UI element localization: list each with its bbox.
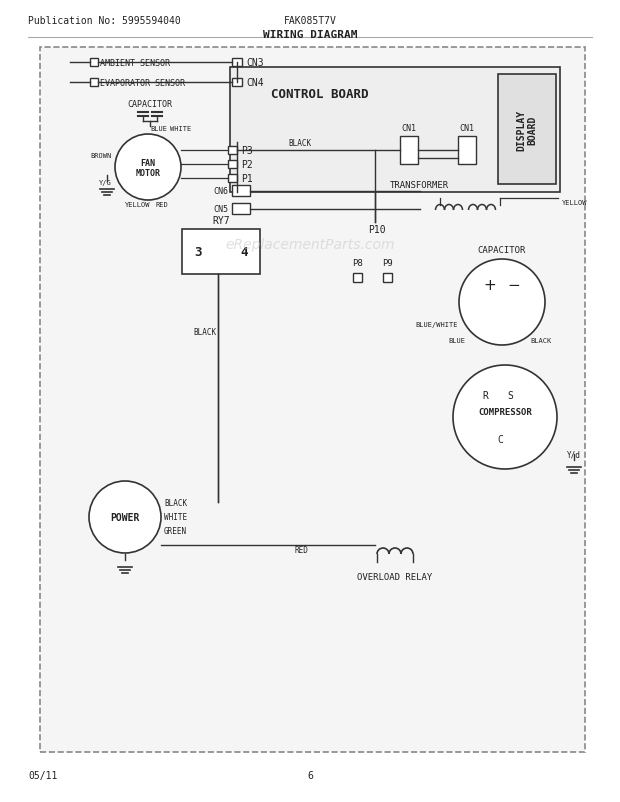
Bar: [458, 137, 476, 164]
Text: P9: P9: [383, 259, 393, 268]
Text: Publication No: 5995594040: Publication No: 5995594040: [28, 16, 181, 26]
Text: CN1: CN1: [459, 124, 474, 133]
Text: BLACK: BLACK: [288, 139, 312, 148]
Text: 4: 4: [240, 245, 248, 259]
Text: BROWN: BROWN: [91, 153, 112, 159]
Text: C: C: [497, 435, 503, 444]
Text: P2: P2: [241, 160, 253, 170]
Text: BLACK: BLACK: [164, 499, 187, 508]
Text: AMBIENT SENSOR: AMBIENT SENSOR: [100, 59, 170, 67]
Circle shape: [459, 260, 545, 346]
Text: EVAPORATOR SENSOR: EVAPORATOR SENSOR: [100, 79, 185, 87]
Bar: [232, 186, 250, 196]
Text: P10: P10: [368, 225, 386, 235]
Text: GREEN: GREEN: [164, 527, 187, 536]
Text: OVERLOAD RELAY: OVERLOAD RELAY: [357, 573, 433, 581]
Bar: [90, 59, 98, 67]
Circle shape: [89, 481, 161, 553]
Text: CN4: CN4: [246, 78, 264, 88]
Text: TRANSFORMER: TRANSFORMER: [390, 180, 449, 190]
Text: 3: 3: [194, 245, 202, 259]
Text: DISPLAY
BOARD: DISPLAY BOARD: [516, 109, 538, 151]
Bar: [232, 59, 242, 67]
Text: P8: P8: [353, 259, 363, 268]
Bar: [232, 79, 242, 87]
Text: R: R: [482, 391, 488, 400]
Text: COMPRESSOR: COMPRESSOR: [478, 408, 532, 417]
Text: WHITE: WHITE: [164, 512, 187, 522]
Bar: [228, 175, 237, 183]
Text: WIRING DIAGRAM: WIRING DIAGRAM: [263, 30, 357, 40]
Bar: [40, 48, 585, 752]
Text: P3: P3: [241, 146, 253, 156]
Text: CONTROL BOARD: CONTROL BOARD: [271, 88, 369, 101]
Text: P1: P1: [241, 174, 253, 184]
Text: BLUE: BLUE: [448, 338, 465, 343]
Bar: [400, 137, 418, 164]
Text: YELLOW: YELLOW: [125, 202, 151, 208]
Bar: [230, 68, 560, 192]
Text: CN5: CN5: [213, 205, 228, 214]
Bar: [228, 147, 237, 155]
Text: YELLOW: YELLOW: [562, 200, 588, 206]
Text: BLUE: BLUE: [150, 126, 167, 132]
Text: BLUE/WHITE: BLUE/WHITE: [415, 322, 458, 327]
Text: 6: 6: [307, 770, 313, 780]
Text: −: −: [508, 277, 520, 292]
Text: RED: RED: [156, 202, 169, 208]
Text: S: S: [507, 391, 513, 400]
Text: Y/d: Y/d: [567, 450, 581, 459]
Circle shape: [115, 135, 181, 200]
Text: +: +: [484, 277, 497, 292]
Text: POWER: POWER: [110, 512, 140, 522]
Text: CN1: CN1: [402, 124, 417, 133]
Bar: [353, 273, 362, 282]
Bar: [90, 79, 98, 87]
Text: RY7: RY7: [212, 216, 230, 225]
Bar: [498, 75, 556, 184]
Text: eReplacementParts.com: eReplacementParts.com: [225, 237, 395, 252]
Circle shape: [453, 366, 557, 469]
Text: FAK085T7V: FAK085T7V: [283, 16, 337, 26]
Text: CAPACITOR: CAPACITOR: [478, 245, 526, 255]
Bar: [182, 229, 260, 274]
Text: MOTOR: MOTOR: [136, 168, 161, 177]
Bar: [383, 273, 392, 282]
Text: CAPACITOR: CAPACITOR: [128, 100, 172, 109]
Bar: [228, 160, 237, 168]
Text: BLACK: BLACK: [193, 328, 216, 337]
Text: CN6: CN6: [213, 187, 228, 196]
Text: CN3: CN3: [246, 58, 264, 68]
Bar: [232, 204, 250, 215]
Text: RED: RED: [295, 546, 309, 555]
Text: BLACK: BLACK: [530, 338, 551, 343]
Text: Y/G: Y/G: [99, 180, 112, 186]
Text: FAN: FAN: [141, 158, 156, 168]
Text: WHITE: WHITE: [170, 126, 191, 132]
Text: 05/11: 05/11: [28, 770, 58, 780]
